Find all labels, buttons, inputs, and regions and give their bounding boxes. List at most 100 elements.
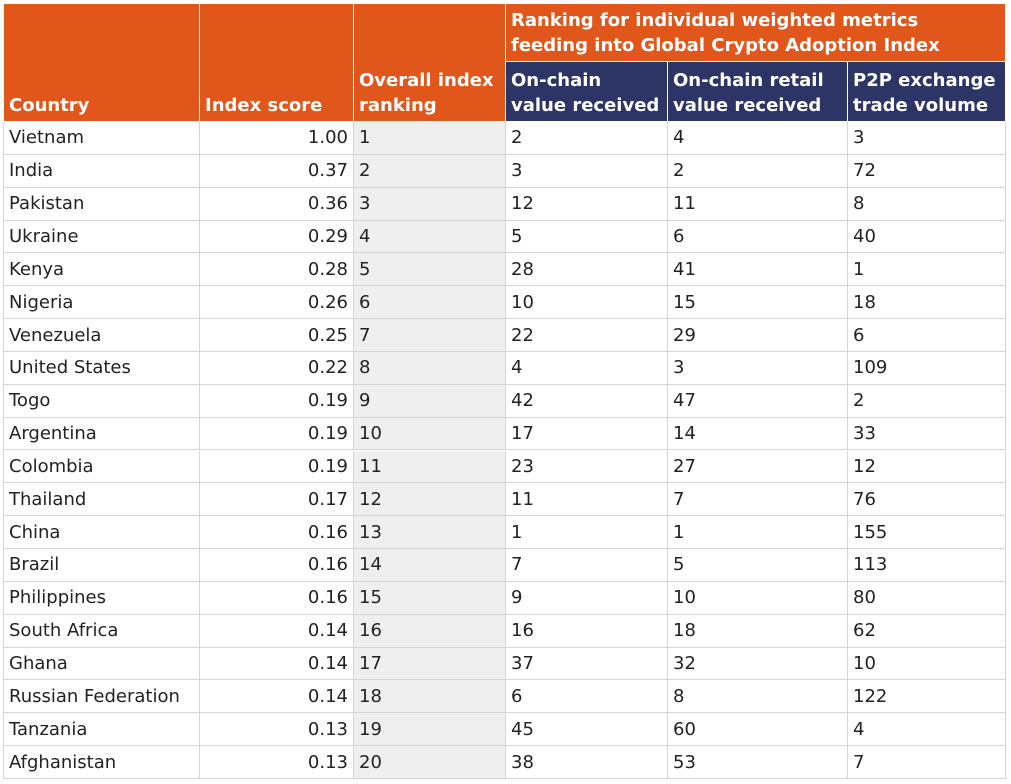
table-cell: Ghana <box>4 647 200 681</box>
column-header: P2P exchange trade volume <box>848 62 1006 122</box>
table-cell: 7 <box>848 746 1006 779</box>
table-cell: 41 <box>668 253 848 287</box>
table-cell: 0.14 <box>200 647 354 681</box>
table-cell: 11 <box>506 483 668 517</box>
table-cell: 0.37 <box>200 154 354 188</box>
table-cell: 0.25 <box>200 319 354 352</box>
table-cell: 18 <box>848 286 1006 320</box>
table-cell: 0.19 <box>200 417 354 451</box>
table-cell: 0.17 <box>200 483 354 517</box>
table-cell: South Africa <box>4 614 200 648</box>
table-cell: 1 <box>668 516 848 550</box>
table-cell: 7 <box>668 483 848 517</box>
table-cell: Vietnam <box>4 122 200 155</box>
table-cell: 0.36 <box>200 187 354 221</box>
table-cell: 14 <box>354 549 506 582</box>
column-header: Overall index ranking <box>354 4 506 122</box>
table-cell: 6 <box>848 319 1006 352</box>
table-cell: 3 <box>668 351 848 385</box>
table-cell: Togo <box>4 384 200 418</box>
table-cell: 0.14 <box>200 680 354 714</box>
table-cell: 2 <box>668 154 848 188</box>
table-cell: 16 <box>354 614 506 648</box>
table-cell: Philippines <box>4 581 200 615</box>
table-cell: 3 <box>848 122 1006 155</box>
table-cell: 10 <box>668 581 848 615</box>
table-cell: 33 <box>848 417 1006 451</box>
table-cell: 22 <box>506 319 668 352</box>
table-cell: 1 <box>848 253 1006 287</box>
table-cell: 4 <box>848 713 1006 747</box>
table-cell: 0.14 <box>200 614 354 648</box>
table-cell: 12 <box>848 450 1006 484</box>
table-cell: 7 <box>354 319 506 352</box>
table-cell: 45 <box>506 713 668 747</box>
table-cell: 1 <box>506 516 668 550</box>
table-cell: 32 <box>668 647 848 681</box>
table-border <box>3 122 4 779</box>
table-cell: 0.16 <box>200 581 354 615</box>
table-cell: 0.26 <box>200 286 354 320</box>
table-cell: Pakistan <box>4 187 200 221</box>
table-cell: 27 <box>668 450 848 484</box>
table-cell: 8 <box>848 187 1006 221</box>
table-cell: 0.19 <box>200 384 354 418</box>
table-cell: 4 <box>354 220 506 254</box>
table-cell: 38 <box>506 746 668 779</box>
table-cell: India <box>4 154 200 188</box>
table-cell: 16 <box>506 614 668 648</box>
table-cell: 3 <box>506 154 668 188</box>
table-cell: Brazil <box>4 549 200 582</box>
table-cell: 0.22 <box>200 351 354 385</box>
table-cell: Kenya <box>4 253 200 287</box>
table-cell: 2 <box>848 384 1006 418</box>
column-header: Index score <box>200 4 354 122</box>
table-cell: 155 <box>848 516 1006 550</box>
table-cell: 2 <box>354 154 506 188</box>
table-cell: 72 <box>848 154 1006 188</box>
table-cell: 12 <box>506 187 668 221</box>
table-cell: 0.29 <box>200 220 354 254</box>
table-cell: 0.13 <box>200 746 354 779</box>
table-cell: 5 <box>506 220 668 254</box>
table-cell: Russian Federation <box>4 680 200 714</box>
table-cell: 109 <box>848 351 1006 385</box>
table-cell: 14 <box>668 417 848 451</box>
table-cell: United States <box>4 351 200 385</box>
table-cell: China <box>4 516 200 550</box>
table-cell: 23 <box>506 450 668 484</box>
table-cell: 10 <box>354 417 506 451</box>
table-cell: 20 <box>354 746 506 779</box>
table-cell: 17 <box>506 417 668 451</box>
table-cell: 11 <box>354 450 506 484</box>
table-cell: 29 <box>668 319 848 352</box>
table-cell: 15 <box>354 581 506 615</box>
table-cell: 1 <box>354 122 506 155</box>
table-cell: 5 <box>354 253 506 287</box>
table-cell: 53 <box>668 746 848 779</box>
table-cell: 4 <box>506 351 668 385</box>
table-cell: 0.13 <box>200 713 354 747</box>
table-cell: 10 <box>506 286 668 320</box>
table-cell: 18 <box>354 680 506 714</box>
table-cell: 62 <box>848 614 1006 648</box>
group-header: Ranking for individual weighted metrics … <box>506 4 1006 62</box>
table-cell: 12 <box>354 483 506 517</box>
table-cell: 17 <box>354 647 506 681</box>
table-cell: Venezuela <box>4 319 200 352</box>
table-cell: Tanzania <box>4 713 200 747</box>
table-cell: 9 <box>354 384 506 418</box>
table-cell: 122 <box>848 680 1006 714</box>
table-cell: 3 <box>354 187 506 221</box>
table-cell: 2 <box>506 122 668 155</box>
table-cell: 1.00 <box>200 122 354 155</box>
table-cell: 15 <box>668 286 848 320</box>
column-header: On-chain value received <box>506 62 668 122</box>
table-cell: 4 <box>668 122 848 155</box>
table-cell: Argentina <box>4 417 200 451</box>
table-cell: 0.16 <box>200 516 354 550</box>
table-cell: 11 <box>668 187 848 221</box>
table-cell: 9 <box>506 581 668 615</box>
table-cell: 19 <box>354 713 506 747</box>
